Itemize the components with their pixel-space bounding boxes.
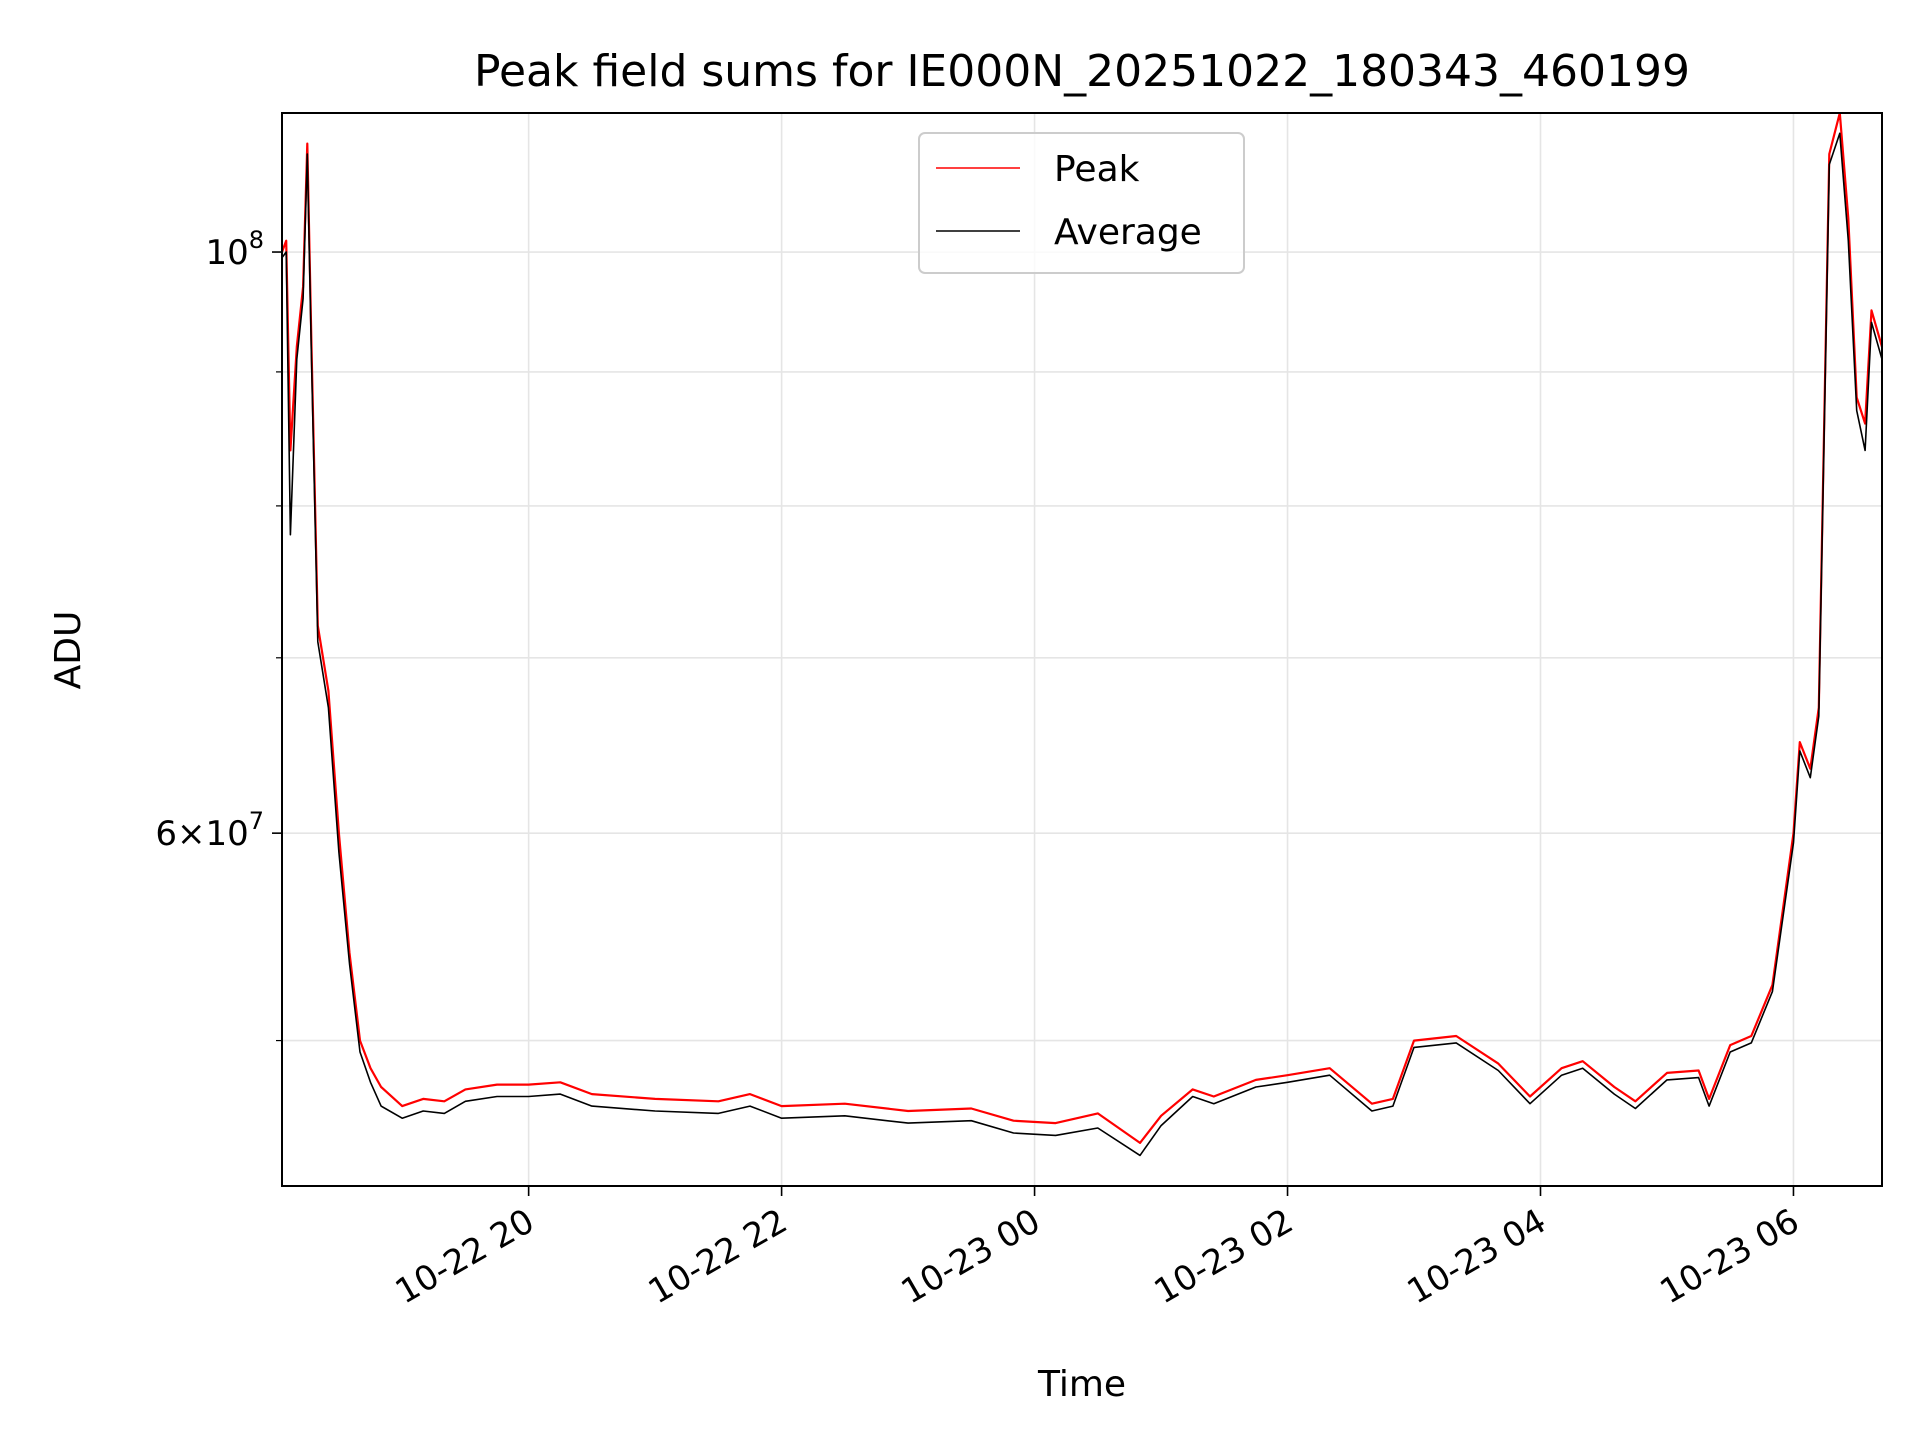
y-tick-times: × — [177, 814, 206, 854]
y-tick-exponent: 8 — [249, 226, 264, 254]
x-axis-label: Time — [1037, 1364, 1126, 1405]
y-tick-label: 6×107 — [155, 807, 264, 854]
y-tick-label: 108 — [205, 226, 264, 273]
series-line-peak — [282, 113, 1882, 1144]
y-tick-base: 10 — [205, 814, 248, 854]
legend-label-average: Average — [1054, 212, 1202, 253]
y-axis-label: ADU — [48, 611, 89, 690]
series-layer — [282, 113, 1882, 1157]
series-line-average — [282, 132, 1882, 1157]
y-tick-mantissa: 6 — [155, 814, 177, 854]
y-tick-base: 10 — [205, 233, 248, 273]
y-tick-exponent: 7 — [249, 807, 264, 835]
legend: Peak Average — [918, 132, 1245, 274]
legend-label-peak: Peak — [1054, 149, 1140, 190]
grid — [282, 113, 1882, 1186]
plot-frame — [281, 112, 1883, 1187]
chart-title: Peak field sums for IE000N_20251022_1803… — [474, 46, 1690, 97]
